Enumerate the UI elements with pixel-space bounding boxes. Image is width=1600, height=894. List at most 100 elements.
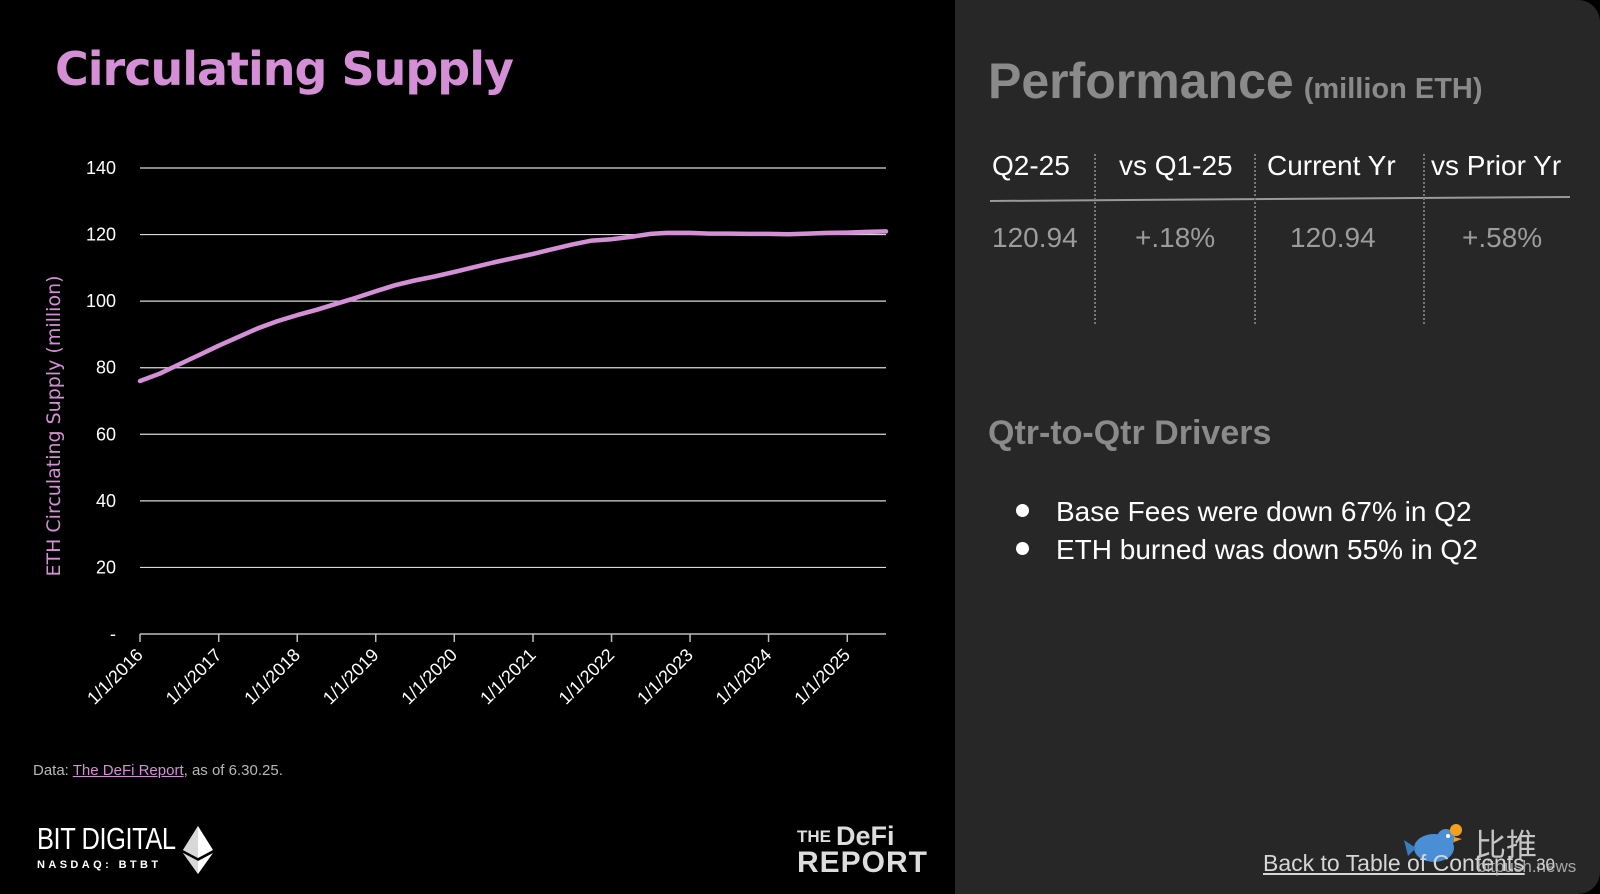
driver-item: Base Fees were down 67% in Q2 <box>1016 493 1478 531</box>
data-point <box>707 231 712 236</box>
x-tick-label: 1/1/2021 <box>476 645 540 709</box>
table-header-rule <box>989 195 1570 202</box>
x-tick-label: 1/1/2022 <box>555 645 619 709</box>
watermark-domain: bitpush.news <box>1477 857 1577 876</box>
data-point <box>374 289 378 294</box>
chart-panel: Circulating Supply - 20 40 60 80 100 120 140 1/1… <box>33 42 928 878</box>
x-tick-label: 1/1/2023 <box>633 645 697 709</box>
y-tick-label: 140 <box>86 158 116 178</box>
source-link[interactable]: The DeFi Report <box>72 762 184 779</box>
data-point <box>197 353 201 357</box>
drivers-heading: Qtr-to-Qtr Drivers <box>988 414 1272 452</box>
data-point <box>589 238 594 243</box>
performance-table: Q2-25 vs Q1-25 Current Yr vs Prior Yr 12… <box>989 150 1570 325</box>
x-tick-label: 1/1/2018 <box>240 645 304 709</box>
data-point <box>825 231 830 235</box>
y-tick-label: 60 <box>96 424 116 444</box>
performance-heading: Performance (million ETH) <box>988 52 1483 110</box>
driver-item: ETH burned was down 55% in Q2 <box>1016 531 1478 569</box>
performance-panel <box>955 0 1600 894</box>
data-point <box>766 232 771 236</box>
defi-logo-defi: DeFi <box>836 821 895 851</box>
data-point <box>688 231 692 235</box>
y-tick-label: 120 <box>86 225 116 245</box>
data-point <box>609 237 614 241</box>
value-vs-q1-25: +.18% <box>1135 222 1216 253</box>
data-point <box>177 362 181 367</box>
data-point <box>255 326 260 331</box>
data-point <box>531 252 535 256</box>
data-point <box>412 278 417 283</box>
defi-report-logo: THE DeFi REPORT <box>797 823 928 878</box>
bird-icon <box>1404 824 1462 862</box>
value-q2-25: 120.94 <box>992 222 1078 253</box>
data-point <box>275 319 280 323</box>
drivers-list: Base Fees were down 67% in Q2 ETH burned… <box>1016 493 1478 569</box>
column-divider <box>1423 154 1425 324</box>
x-tick-label: 1/1/2019 <box>319 645 383 709</box>
page-number: 30 <box>1536 855 1555 874</box>
y-axis-label: ETH Circulating Supply (million) <box>43 275 65 576</box>
bit-digital-name: BIT DIGITAL <box>37 821 176 856</box>
data-point <box>452 270 457 274</box>
data-point <box>864 230 869 234</box>
performance-unit: (million ETH) <box>1303 73 1483 105</box>
watermark-cn: 比推 <box>1475 828 1537 864</box>
value-vs-prior-yr: +.58% <box>1462 222 1543 253</box>
data-point <box>472 265 476 270</box>
y-tick-label: 20 <box>96 557 116 577</box>
ethereum-icon <box>183 826 213 874</box>
slide-title: Circulating Supply <box>55 42 514 96</box>
x-tick-label: 1/1/2017 <box>162 645 226 709</box>
bit-digital-logo: BIT DIGITAL NASDAQ: BTBT <box>37 821 206 871</box>
data-point <box>314 308 319 312</box>
col-header-vs-prior-yr: vs Prior Yr <box>1431 150 1562 181</box>
x-tick-label: 1/1/2016 <box>83 645 147 709</box>
data-point <box>236 335 240 339</box>
data-point <box>393 283 397 288</box>
data-point <box>629 235 633 239</box>
bullet-icon <box>1016 504 1029 517</box>
data-point <box>786 232 790 236</box>
supply-series-line <box>137 229 889 384</box>
data-point <box>432 274 437 279</box>
data-point <box>550 247 555 251</box>
data-point <box>295 313 300 317</box>
source-note: Data: The DeFi Report, as of 6.30.25. <box>33 762 283 779</box>
value-current-yr: 120.94 <box>1290 222 1376 253</box>
data-point <box>884 229 888 234</box>
col-header-current-yr: Current Yr <box>1267 150 1396 181</box>
column-divider <box>1094 154 1096 324</box>
data-point <box>334 302 339 306</box>
col-header-q2-25: Q2-25 <box>992 150 1070 181</box>
data-point <box>805 231 810 236</box>
back-to-toc-link[interactable]: Back to Table of Contents <box>1263 850 1525 876</box>
data-point <box>845 230 850 235</box>
y-tick-label: - <box>110 624 116 644</box>
y-tick-label: 80 <box>96 358 116 378</box>
x-tick-label: 1/1/2024 <box>712 645 776 709</box>
data-point <box>511 256 515 261</box>
defi-logo-the: THE <box>797 827 831 846</box>
data-point <box>138 379 142 383</box>
source-suffix: , as of 6.30.25. <box>183 762 283 779</box>
driver-text: ETH burned was down 55% in Q2 <box>1056 534 1478 565</box>
data-point <box>570 242 574 247</box>
driver-text: Base Fees were down 67% in Q2 <box>1056 496 1472 527</box>
col-header-vs-q1-25: vs Q1-25 <box>1119 150 1233 181</box>
data-point <box>747 232 751 236</box>
column-divider <box>1254 154 1256 324</box>
data-point <box>216 343 221 348</box>
y-tick-label: 100 <box>86 291 116 311</box>
data-point <box>727 231 731 236</box>
defi-logo-report: REPORT <box>797 846 929 879</box>
data-point <box>354 296 358 300</box>
y-tick-label: 40 <box>96 491 116 511</box>
source-prefix: Data: <box>33 762 73 779</box>
x-tick-label: 1/1/2020 <box>397 645 461 709</box>
data-point <box>648 232 653 236</box>
data-point <box>665 231 669 235</box>
performance-title: Performance <box>988 53 1294 109</box>
x-tick-label: 1/1/2025 <box>790 645 854 709</box>
